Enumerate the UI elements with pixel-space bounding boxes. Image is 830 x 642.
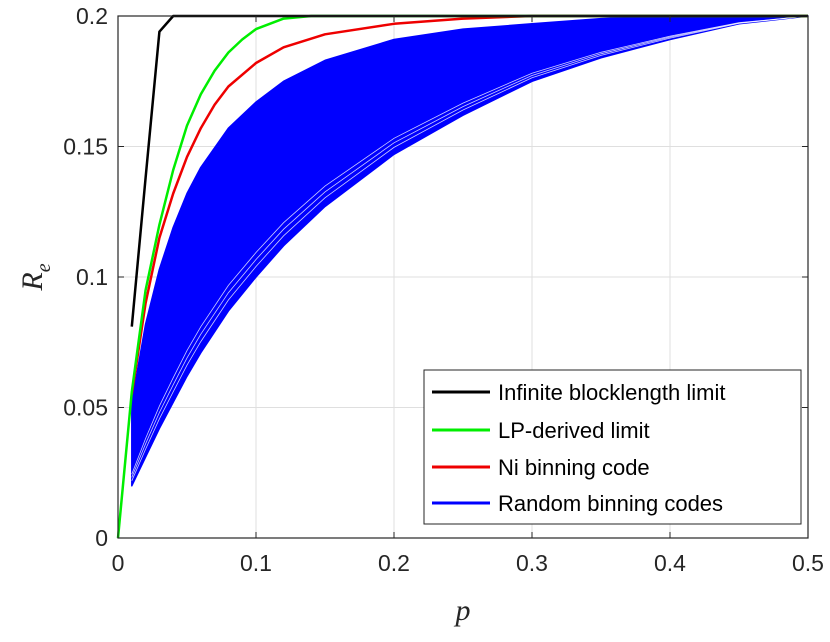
- svg-text:Re: Re: [16, 263, 55, 291]
- random-binning-band-gap: [131, 15, 809, 481]
- legend-label-lp: LP-derived limit: [498, 418, 650, 443]
- legend-label-random: Random binning codes: [498, 491, 723, 516]
- y-tick-label: 0.05: [63, 395, 108, 421]
- y-tick-label: 0.1: [76, 264, 108, 290]
- x-tick-label: 0.1: [240, 550, 272, 576]
- x-tick-label: 0.5: [792, 550, 824, 576]
- random-binning-band-gap: [131, 15, 809, 478]
- series-ni-binning-code: [130, 14, 808, 395]
- legend-label-ni: Ni binning code: [498, 455, 650, 480]
- legend-label-infinite: Infinite blocklength limit: [498, 380, 725, 405]
- y-axis-label: Re: [16, 263, 55, 291]
- random-binning-band: [131, 15, 809, 487]
- legend-box: [423, 369, 802, 525]
- y-tick-label: 0: [95, 525, 108, 551]
- random-binning-band-gap: [131, 15, 809, 475]
- ticks: 0 0.1 0.2 0.3 0.4 0.5 0 0.05 0.1 0.15 0.2: [63, 3, 824, 576]
- x-axis-label: p: [454, 594, 471, 627]
- x-tick-label: 0.4: [654, 550, 686, 576]
- y-axis-label-main: R: [16, 272, 49, 291]
- y-tick-label: 0.15: [63, 134, 108, 160]
- y-tick-label: 0.2: [76, 3, 108, 29]
- x-tick-label: 0: [112, 550, 125, 576]
- x-tick-label: 0.2: [378, 550, 410, 576]
- legend: Infinite blocklength limit LP-derived li…: [423, 369, 802, 525]
- y-axis-label-subscript: e: [33, 263, 55, 272]
- x-tick-label: 0.3: [516, 550, 548, 576]
